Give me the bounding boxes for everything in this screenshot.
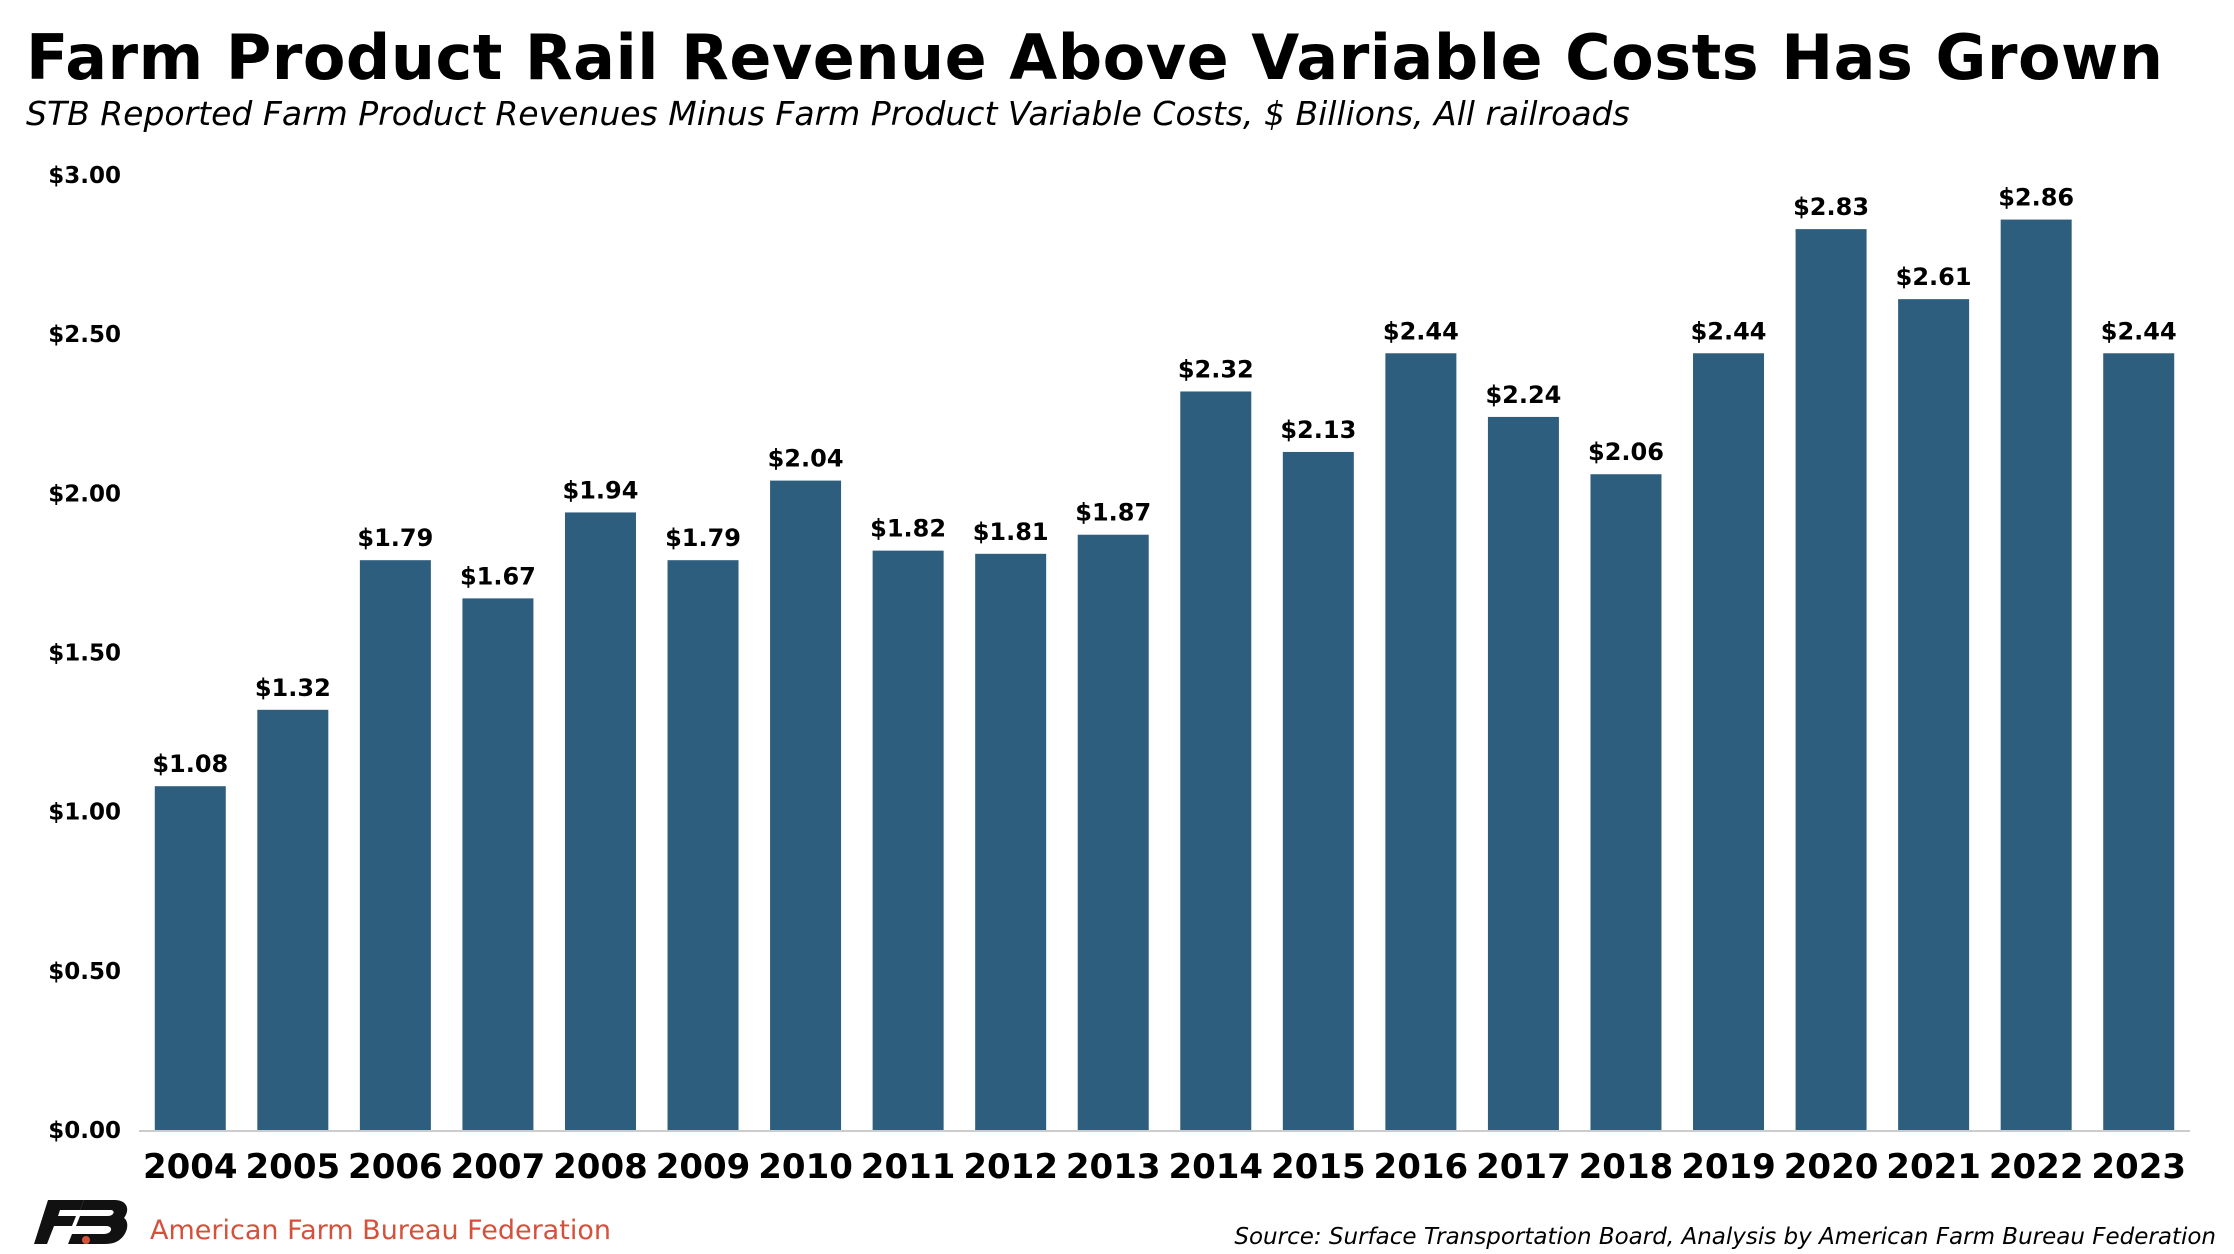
chart-subtitle: STB Reported Farm Product Revenues Minus… — [26, 94, 1630, 133]
bar-2016 — [1385, 353, 1457, 1130]
x-tick-label: 2017 — [1476, 1147, 1571, 1180]
y-axis-tick-labels: $0.00 $0.50 $1.00 $1.50 $2.00 $2.50 $3.00 — [48, 163, 121, 1144]
bar-series — [154, 219, 2175, 1131]
x-tick-label: 2011 — [861, 1147, 956, 1180]
x-tick-label: 2021 — [1886, 1147, 1981, 1180]
bar-2013 — [1077, 534, 1149, 1130]
x-tick-label: 2016 — [1374, 1147, 1469, 1180]
data-label-2010: $2.04 — [768, 445, 844, 473]
data-label-2015: $2.13 — [1280, 416, 1356, 444]
data-label-2005: $1.32 — [255, 674, 331, 702]
organization-name: American Farm Bureau Federation — [150, 1215, 611, 1246]
x-tick-label: 2022 — [1989, 1147, 2084, 1180]
bar-2014 — [1180, 391, 1252, 1130]
x-tick-label: 2014 — [1168, 1147, 1263, 1180]
data-label-2008: $1.94 — [563, 476, 639, 504]
bar-2020 — [1795, 229, 1867, 1130]
x-tick-label: 2005 — [246, 1147, 341, 1180]
fb-logo-icon — [34, 1200, 128, 1244]
data-label-2006: $1.79 — [357, 524, 433, 552]
x-tick-label: 2013 — [1066, 1147, 1161, 1180]
bar-2010 — [770, 480, 842, 1131]
bar-2022 — [2000, 219, 2072, 1131]
x-tick-label: 2012 — [963, 1147, 1058, 1180]
y-tick-label: $1.50 — [48, 641, 121, 667]
y-tick-label: $0.50 — [48, 959, 121, 985]
x-tick-label: 2009 — [656, 1147, 751, 1180]
x-tick-label: 2007 — [451, 1147, 546, 1180]
x-tick-label: 2010 — [758, 1147, 853, 1180]
bar-2007 — [462, 598, 534, 1130]
bar-2009 — [667, 560, 739, 1130]
y-tick-label: $2.00 — [48, 481, 121, 507]
y-tick-label: $3.00 — [48, 163, 121, 189]
data-label-2014: $2.32 — [1178, 355, 1254, 383]
bar-2023 — [2103, 353, 2175, 1130]
x-tick-label: 2015 — [1271, 1147, 1366, 1180]
data-label-2009: $1.79 — [665, 524, 741, 552]
data-label-2020: $2.83 — [1793, 193, 1869, 221]
data-label-2013: $1.87 — [1075, 499, 1151, 527]
y-tick-label: $2.50 — [48, 322, 121, 348]
x-tick-label: 2019 — [1681, 1147, 1776, 1180]
bar-2018 — [1590, 474, 1662, 1130]
x-tick-label: 2023 — [2091, 1147, 2186, 1180]
data-label-2017: $2.24 — [1485, 381, 1561, 409]
bar-2006 — [359, 560, 431, 1130]
x-tick-label: 2004 — [143, 1147, 238, 1180]
x-tick-label: 2020 — [1784, 1147, 1879, 1180]
x-tick-label: 2006 — [348, 1147, 443, 1180]
bar-chart: $0.00 $0.50 $1.00 $1.50 $2.00 $2.50 $3.00 $1.0… — [48, 163, 2190, 1180]
data-label-2022: $2.86 — [1998, 184, 2074, 212]
bar-2019 — [1693, 353, 1765, 1130]
data-label-2007: $1.67 — [460, 562, 536, 590]
bar-2017 — [1487, 416, 1559, 1130]
data-label-2018: $2.06 — [1588, 438, 1664, 466]
bar-2004 — [154, 786, 226, 1130]
source-note: Source: Surface Transportation Board, An… — [1234, 1224, 2216, 1250]
bar-2005 — [257, 709, 329, 1130]
x-tick-label: 2008 — [553, 1147, 648, 1180]
data-label-2016: $2.44 — [1383, 317, 1459, 345]
bar-2015 — [1282, 451, 1354, 1130]
data-label-2019: $2.44 — [1691, 317, 1767, 345]
bar-2012 — [975, 553, 1047, 1130]
data-label-2023: $2.44 — [2101, 317, 2177, 345]
data-label-2012: $1.81 — [973, 518, 1049, 546]
chart-title: Farm Product Rail Revenue Above Variable… — [26, 21, 2164, 94]
data-labels: $1.08 $1.32 $1.79 $1.67 $1.94 $1.79 $2.04 $1.82… — [152, 184, 2176, 779]
x-tick-label: 2018 — [1579, 1147, 1674, 1180]
bar-2008 — [564, 512, 636, 1130]
x-axis-tick-labels: 2004 2005 2006 2007 2008 2009 2010 2011 2012 2013… — [143, 1147, 2186, 1180]
data-label-2004: $1.08 — [152, 750, 228, 778]
data-label-2021: $2.61 — [1896, 263, 1972, 291]
bar-2021 — [1898, 299, 1970, 1130]
data-label-2011: $1.82 — [870, 515, 946, 543]
y-tick-label: $0.00 — [48, 1118, 121, 1144]
y-tick-label: $1.00 — [48, 800, 121, 826]
bar-2011 — [872, 550, 944, 1130]
